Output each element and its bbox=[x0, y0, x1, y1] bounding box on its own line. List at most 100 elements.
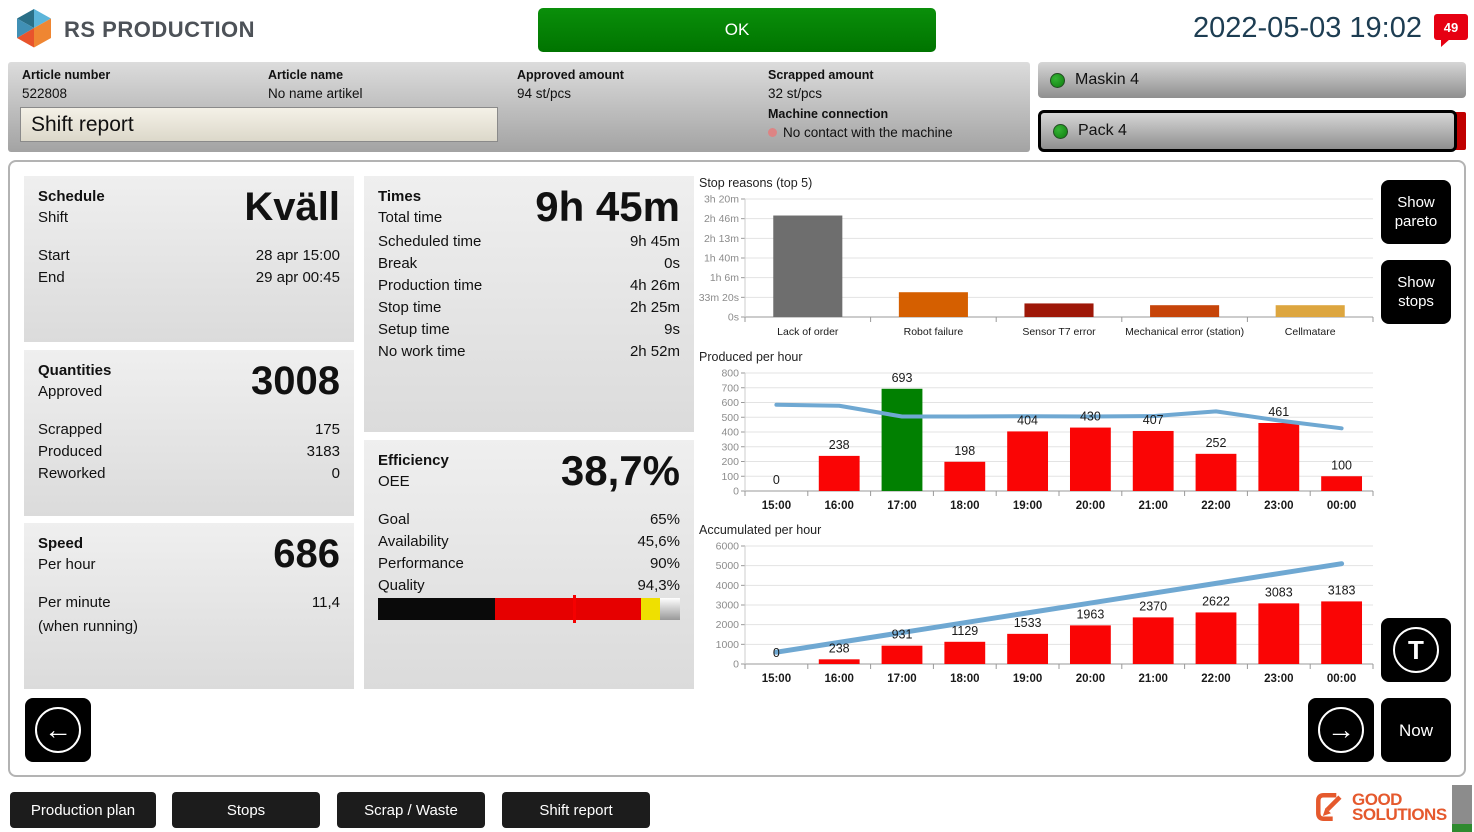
tab-scrap-waste[interactable]: Scrap / Waste bbox=[337, 792, 485, 828]
times-row: No work time 2h 52m bbox=[378, 343, 680, 360]
svg-text:1000: 1000 bbox=[716, 639, 740, 651]
datetime: 2022-05-03 19:02 bbox=[1193, 12, 1422, 44]
times-row: Break 0s bbox=[378, 255, 680, 272]
svg-text:3000: 3000 bbox=[716, 600, 740, 612]
times-row: Setup time 9s bbox=[378, 321, 680, 338]
status-ok-button[interactable]: OK bbox=[538, 8, 936, 52]
machine-status-dot-icon bbox=[1053, 123, 1068, 139]
oee-bar-segment bbox=[660, 598, 680, 620]
svg-text:430: 430 bbox=[1080, 410, 1101, 424]
machine-button-pack-4[interactable]: Pack 4 bbox=[1038, 110, 1457, 152]
approved-amount-value: 94 st/pcs bbox=[517, 86, 572, 101]
oee-value: 38,7% bbox=[560, 447, 680, 494]
svg-text:17:00: 17:00 bbox=[887, 500, 916, 512]
scrapped-amount-label: Scrapped amount bbox=[768, 68, 874, 82]
machine-button-maskin-4[interactable]: Maskin 4 bbox=[1038, 62, 1466, 98]
quantities-panel: Quantities Approved 3008 Scrapped 175 Pro… bbox=[24, 350, 354, 516]
oee-label: OEE bbox=[378, 473, 410, 490]
svg-text:238: 238 bbox=[829, 438, 850, 452]
svg-text:Lack of order: Lack of order bbox=[777, 326, 839, 338]
svg-text:1533: 1533 bbox=[1014, 616, 1042, 630]
svg-text:Sensor T7 error: Sensor T7 error bbox=[1022, 326, 1096, 338]
accumulated-per-hour-chart-title: Accumulated per hour bbox=[699, 523, 822, 537]
produced-per-hour-chart: Produced per hour 0 100 200 300 400 500 600 700… bbox=[699, 350, 1383, 517]
previous-shift-button[interactable]: ← bbox=[25, 698, 91, 762]
svg-text:15:00: 15:00 bbox=[762, 673, 791, 685]
now-button[interactable]: Now bbox=[1381, 698, 1451, 762]
tab-stops[interactable]: Stops bbox=[172, 792, 320, 828]
svg-text:931: 931 bbox=[892, 628, 913, 642]
svg-text:700: 700 bbox=[721, 382, 739, 394]
svg-text:2000: 2000 bbox=[716, 619, 740, 631]
brand-name: RS PRODUCTION bbox=[64, 17, 256, 42]
svg-text:23:00: 23:00 bbox=[1264, 500, 1293, 512]
times-title: Times bbox=[378, 188, 422, 205]
svg-text:Mechanical error (station): Mechanical error (station) bbox=[1125, 326, 1244, 338]
stop-reasons-chart: Stop reasons (top 5) 0s 33m 20s 1h 6m 1h 40… bbox=[699, 176, 1383, 343]
svg-text:17:00: 17:00 bbox=[887, 673, 916, 685]
svg-text:2h 46m: 2h 46m bbox=[704, 213, 739, 225]
tab-production-plan[interactable]: Production plan bbox=[10, 792, 156, 828]
svg-text:1h 6m: 1h 6m bbox=[710, 272, 739, 284]
approved-quantity: 3008 bbox=[251, 359, 340, 403]
show-stops-button[interactable]: Show stops bbox=[1381, 260, 1451, 324]
svg-text:18:00: 18:00 bbox=[950, 673, 979, 685]
svg-text:500: 500 bbox=[721, 412, 739, 424]
svg-text:0: 0 bbox=[773, 473, 780, 487]
t-circle-icon: T bbox=[1393, 627, 1439, 673]
produced-per-hour-chart-plot: 0 100 200 300 400 500 600 700 800 0 238 693 198 404 43… bbox=[721, 368, 1374, 512]
shift-label: Shift bbox=[38, 209, 69, 226]
svg-text:2370: 2370 bbox=[1139, 599, 1167, 613]
svg-text:20:00: 20:00 bbox=[1076, 500, 1105, 512]
quantities-row: Reworked 0 bbox=[38, 465, 340, 482]
svg-text:1h 40m: 1h 40m bbox=[704, 253, 739, 265]
svg-text:800: 800 bbox=[721, 368, 739, 380]
svg-text:16:00: 16:00 bbox=[824, 673, 853, 685]
speed-per-hour: 686 bbox=[273, 532, 340, 576]
article-name-label: Article name bbox=[268, 68, 344, 82]
show-pareto-button[interactable]: Show pareto bbox=[1381, 180, 1451, 244]
svg-text:1963: 1963 bbox=[1076, 607, 1104, 621]
svg-text:00:00: 00:00 bbox=[1327, 500, 1356, 512]
svg-text:20:00: 20:00 bbox=[1076, 673, 1105, 685]
app-logo: RS PRODUCTION bbox=[14, 8, 255, 52]
svg-text:3183: 3183 bbox=[1328, 583, 1356, 597]
schedule-row: End 29 apr 00:45 bbox=[38, 269, 340, 286]
stop-reasons-chart-title: Stop reasons (top 5) bbox=[699, 176, 813, 190]
svg-text:Cellmatare: Cellmatare bbox=[1285, 326, 1336, 338]
times-row: Production time 4h 26m bbox=[378, 277, 680, 294]
notification-badge[interactable]: 49 bbox=[1434, 14, 1468, 47]
svg-text:16:00: 16:00 bbox=[824, 500, 853, 512]
schedule-row: Start 28 apr 15:00 bbox=[38, 247, 340, 264]
arrow-right-icon: → bbox=[1318, 707, 1364, 753]
machine-button-pack-4-wrapper: Pack 4 bbox=[1038, 110, 1466, 152]
tab-shift-report[interactable]: Shift report bbox=[502, 792, 650, 828]
svg-text:3h 20m: 3h 20m bbox=[704, 194, 739, 206]
t-mode-button[interactable]: T bbox=[1381, 618, 1451, 682]
svg-text:252: 252 bbox=[1206, 436, 1227, 450]
rs-production-cube-icon bbox=[17, 9, 51, 48]
svg-text:19:00: 19:00 bbox=[1013, 500, 1042, 512]
oee-goal-marker bbox=[573, 595, 577, 623]
accumulated-per-hour-chart-plot: 0 1000 2000 3000 4000 5000 6000 0 238 931 1129 1533… bbox=[716, 541, 1374, 685]
total-time-value: 9h 45m bbox=[535, 183, 680, 230]
next-shift-button[interactable]: → bbox=[1308, 698, 1374, 762]
svg-text:0s: 0s bbox=[728, 312, 739, 324]
quantities-title: Quantities bbox=[38, 362, 112, 379]
times-row: Scheduled time 9h 45m bbox=[378, 233, 680, 250]
svg-text:238: 238 bbox=[829, 641, 850, 655]
svg-text:400: 400 bbox=[721, 427, 739, 439]
svg-text:4000: 4000 bbox=[716, 580, 740, 592]
machine-status-dot-icon bbox=[1050, 72, 1065, 88]
svg-text:33m 20s: 33m 20s bbox=[699, 292, 739, 304]
article-number-label: Article number bbox=[22, 68, 111, 82]
accumulated-per-hour-chart: Accumulated per hour 0 1000 2000 3000 4000 50… bbox=[699, 523, 1383, 690]
approved-amount-label: Approved amount bbox=[517, 68, 624, 82]
svg-text:200: 200 bbox=[721, 456, 739, 468]
article-info-bar: Article number 522808 Article name No na… bbox=[8, 62, 1030, 152]
produced-per-hour-chart-title: Produced per hour bbox=[699, 350, 803, 364]
svg-text:22:00: 22:00 bbox=[1201, 500, 1230, 512]
shift-name: Kväll bbox=[244, 185, 340, 229]
article-number-value: 522808 bbox=[22, 86, 68, 101]
svg-text:2622: 2622 bbox=[1202, 594, 1230, 608]
